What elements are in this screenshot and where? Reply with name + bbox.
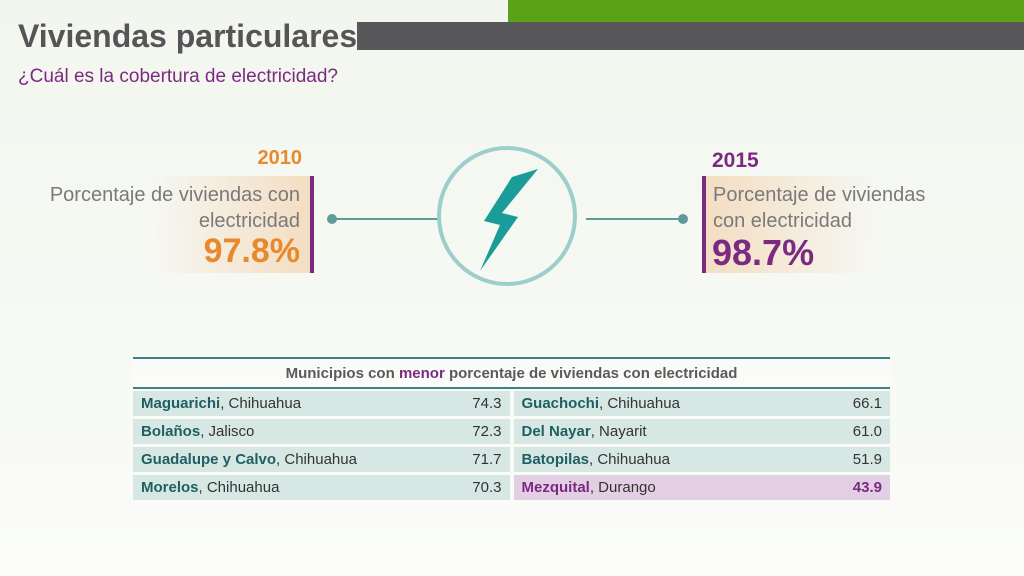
- municipio-name: Maguarichi: [141, 395, 221, 412]
- table-title-start: Municipios con: [285, 365, 399, 382]
- header-title-bar: [357, 22, 1024, 50]
- estado-name: , Nayarit: [590, 423, 647, 440]
- connector-dot-left: [327, 214, 337, 224]
- table-row: Guadalupe y Calvo, Chihuahua 71.7: [133, 447, 510, 472]
- table-column-right: Guachochi, Chihuahua 66.1 Del Nayar, Nay…: [513, 391, 890, 500]
- table-row: Maguarichi, Chihuahua 74.3: [133, 391, 510, 416]
- municipio-value: 72.3: [472, 423, 502, 440]
- card-2015-value: 98.7%: [712, 232, 815, 273]
- estado-name: , Chihuahua: [589, 451, 670, 468]
- municipio-name: Guachochi: [521, 395, 600, 412]
- municipio-value: 61.0: [852, 423, 882, 440]
- table-title-emphasis: menor: [398, 365, 445, 382]
- municipio-name: Del Nayar: [521, 423, 591, 440]
- card-2015-background: [702, 176, 876, 273]
- table-row: Bolaños, Jalisco 72.3: [133, 419, 510, 444]
- year-2010-label: 2010: [257, 147, 303, 169]
- estado-name: , Chihuahua: [599, 395, 680, 412]
- municipio-name: Guadalupe y Calvo: [141, 451, 277, 468]
- table-title-end: porcentaje de viviendas con electricidad: [444, 365, 738, 382]
- page-title: Viviendas particulares: [18, 18, 358, 54]
- table-row: Guachochi, Chihuahua 66.1: [513, 391, 890, 416]
- estado-name: , Chihuahua: [276, 451, 357, 468]
- municipio-value: 74.3: [472, 395, 502, 412]
- table-column-left: Maguarichi, Chihuahua 74.3 Bolaños, Jali…: [133, 391, 510, 500]
- estado-name: , Chihuahua: [220, 395, 302, 412]
- card-2010-background: [150, 176, 314, 273]
- municipio-name: Bolaños: [141, 423, 201, 440]
- municipio-value: 70.3: [472, 479, 502, 496]
- municipio-value: 66.1: [852, 395, 882, 412]
- year-2015-label: 2015: [712, 149, 759, 172]
- estado-name: , Chihuahua: [198, 479, 280, 496]
- connector-line-right: [586, 218, 684, 220]
- table-title: Municipios con menor porcentaje de vivie…: [133, 357, 890, 389]
- lightning-bolt-icon: [480, 169, 538, 271]
- page-subtitle: ¿Cuál es la cobertura de electricidad?: [18, 66, 339, 87]
- municipio-value: 71.7: [472, 451, 502, 468]
- header-accent-bar: [508, 0, 1024, 22]
- table-row: Del Nayar, Nayarit 61.0: [513, 419, 890, 444]
- municipio-name: Morelos: [141, 479, 199, 496]
- connector-line-left: [332, 218, 439, 220]
- table-row-highlighted: Mezquital, Durango 43.9: [513, 475, 890, 500]
- card-2010-value: 97.8%: [203, 232, 300, 270]
- municipio-value: 43.9: [852, 479, 882, 496]
- municipio-name: Mezquital: [521, 479, 590, 496]
- estado-name: , Durango: [589, 479, 656, 496]
- table-row: Batopilas, Chihuahua 51.9: [513, 447, 890, 472]
- estado-name: , Jalisco: [200, 423, 255, 440]
- connector-dot-right: [678, 214, 688, 224]
- municipio-value: 51.9: [852, 451, 882, 468]
- card-2015-label: Porcentaje de viviendas con electricidad: [713, 184, 926, 232]
- municipios-table: Municipios con menor porcentaje de vivie…: [133, 357, 890, 500]
- table-row: Morelos, Chihuahua 70.3: [133, 475, 510, 500]
- card-2010-label: Porcentaje de viviendas con electricidad: [49, 184, 300, 232]
- icon-circle: [437, 146, 577, 286]
- municipio-name: Batopilas: [521, 451, 590, 468]
